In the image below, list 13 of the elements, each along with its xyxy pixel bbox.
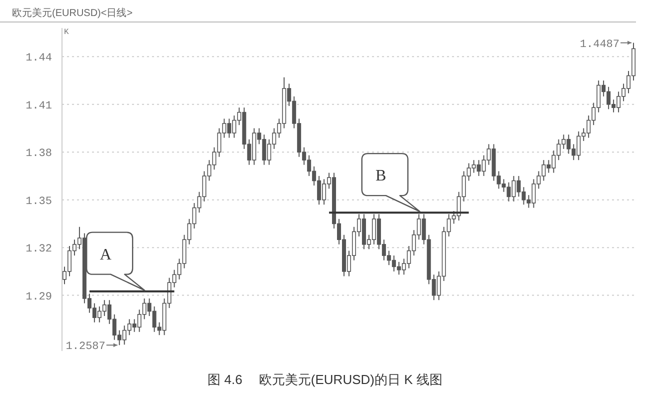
y-tick-label: 1.41 xyxy=(26,100,52,112)
annotation: 1.4487 xyxy=(580,38,620,51)
annotation: B xyxy=(376,168,386,185)
y-tick-label: 1.44 xyxy=(26,52,52,65)
annotation: A xyxy=(100,246,112,264)
chart-title: 欧元美元(EURUSD)<日线> xyxy=(12,7,133,19)
caption: 图 4.6 欧元美元(EURUSD)的日 K 线图 xyxy=(208,372,442,387)
y-tick-label: 1.35 xyxy=(26,196,52,208)
y-tick-label: 1.29 xyxy=(26,291,52,304)
annotation: 1.2587 xyxy=(66,341,106,354)
y-axis-title: K xyxy=(64,28,69,37)
y-tick-label: 1.38 xyxy=(26,148,52,160)
y-tick-label: 1.32 xyxy=(26,244,52,256)
